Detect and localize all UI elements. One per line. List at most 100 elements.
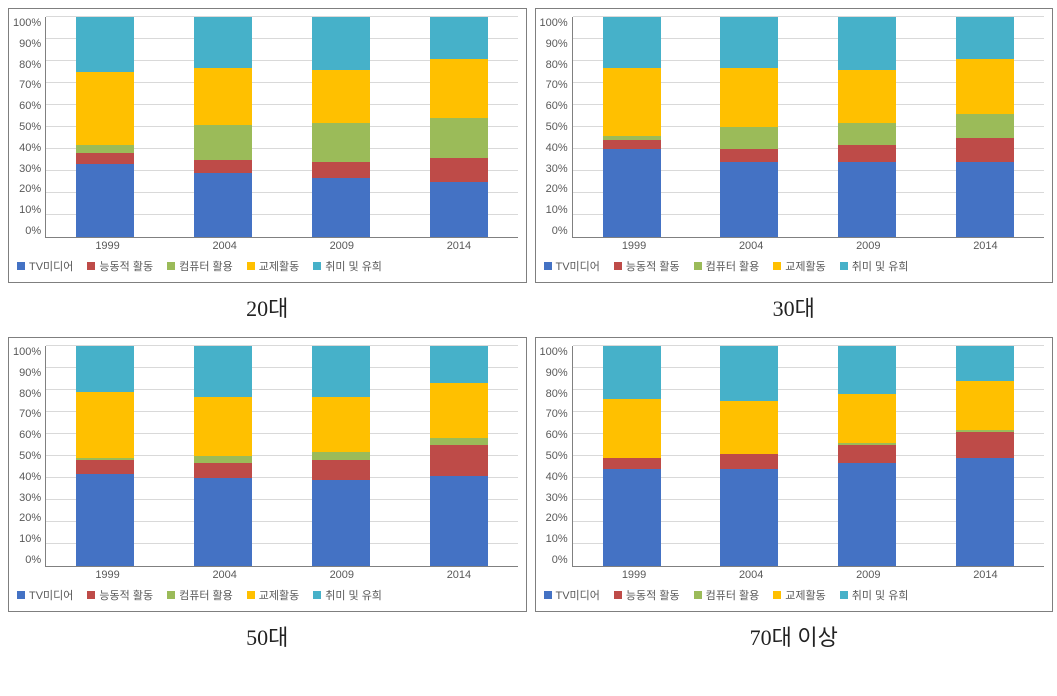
stacked-bar	[76, 17, 134, 237]
legend-item: 컴퓨터 활용	[167, 258, 233, 274]
x-tick-label: 2004	[166, 240, 283, 252]
bar-segment-computer	[312, 123, 370, 163]
legend-swatch	[614, 591, 622, 599]
x-tick-label: 2009	[283, 240, 400, 252]
y-tick-label: 10%	[546, 533, 568, 545]
legend-item: 컴퓨터 활용	[167, 587, 233, 603]
plot-area	[572, 346, 1044, 567]
legend-label: 능동적 활동	[626, 587, 680, 603]
legend-item: 취미 및 유희	[313, 587, 382, 603]
bar-segment-active	[312, 460, 370, 480]
y-tick-label: 0%	[25, 554, 41, 566]
plot-area	[572, 17, 1044, 238]
chart-title: 30대	[773, 291, 815, 323]
y-tick-label: 70%	[546, 79, 568, 91]
legend-label: 컴퓨터 활용	[179, 258, 233, 274]
bar-segment-computer	[194, 456, 252, 463]
legend-swatch	[167, 591, 175, 599]
bar-segment-social	[312, 397, 370, 452]
bar-segment-active	[838, 145, 896, 163]
y-tick-label: 50%	[19, 121, 41, 133]
bar-segment-tv	[603, 469, 661, 566]
bar-segment-computer	[956, 114, 1014, 138]
chart-panel: 100%90%80%70%60%50%40%30%20%10%0%1999200…	[535, 8, 1054, 329]
bar-segment-social	[194, 68, 252, 125]
y-tick-label: 60%	[19, 429, 41, 441]
x-tick-label: 1999	[576, 240, 693, 252]
x-axis: 1999200420092014	[9, 240, 526, 252]
chart-panel: 100%90%80%70%60%50%40%30%20%10%0%1999200…	[8, 337, 527, 658]
bar-segment-computer	[838, 123, 896, 145]
legend-label: 취미 및 유희	[852, 258, 909, 274]
legend-label: TV미디어	[29, 258, 73, 274]
legend-swatch	[614, 262, 622, 270]
y-tick-label: 0%	[25, 225, 41, 237]
y-axis: 100%90%80%70%60%50%40%30%20%10%0%	[13, 346, 45, 566]
bar-segment-social	[312, 70, 370, 123]
y-tick-label: 80%	[546, 388, 568, 400]
legend-item: 교제활동	[247, 587, 299, 603]
bar-segment-hobby	[312, 17, 370, 70]
y-tick-label: 100%	[13, 346, 41, 358]
y-tick-label: 100%	[13, 17, 41, 29]
legend-item: 능동적 활동	[614, 258, 680, 274]
y-tick-label: 10%	[19, 533, 41, 545]
legend-swatch	[167, 262, 175, 270]
bar-segment-tv	[312, 480, 370, 566]
x-axis: 1999200420092014	[9, 569, 526, 581]
legend-label: TV미디어	[29, 587, 73, 603]
chart-title: 20대	[246, 291, 288, 323]
plot-area	[45, 17, 517, 238]
bar-segment-hobby	[76, 17, 134, 72]
x-tick-label: 2014	[927, 569, 1044, 581]
x-tick-label: 2004	[693, 240, 810, 252]
y-tick-label: 20%	[546, 183, 568, 195]
y-tick-label: 80%	[546, 59, 568, 71]
bar-segment-social	[720, 68, 778, 127]
x-tick-label: 2014	[927, 240, 1044, 252]
legend-swatch	[17, 591, 25, 599]
y-tick-label: 70%	[19, 408, 41, 420]
legend: TV미디어능동적 활동컴퓨터 활용교제활동취미 및 유희	[9, 252, 526, 282]
legend-item: 교제활동	[247, 258, 299, 274]
bar-segment-active	[194, 160, 252, 173]
bar-segment-tv	[838, 162, 896, 237]
bar-segment-social	[956, 59, 1014, 114]
x-axis: 1999200420092014	[536, 240, 1053, 252]
legend-swatch	[840, 591, 848, 599]
bar-segment-tv	[76, 164, 134, 237]
legend-label: 능동적 활동	[626, 258, 680, 274]
bar-segment-hobby	[430, 17, 488, 59]
chart-box: 100%90%80%70%60%50%40%30%20%10%0%1999200…	[8, 337, 527, 612]
bar-segment-hobby	[76, 346, 134, 392]
bar-segment-tv	[76, 474, 134, 566]
bar-segment-hobby	[838, 346, 896, 394]
x-axis: 1999200420092014	[536, 569, 1053, 581]
y-tick-label: 60%	[19, 100, 41, 112]
bar-segment-tv	[603, 149, 661, 237]
legend-item: TV미디어	[17, 258, 73, 274]
x-tick-label: 1999	[576, 569, 693, 581]
y-tick-label: 20%	[546, 512, 568, 524]
legend-swatch	[247, 591, 255, 599]
y-tick-label: 20%	[19, 183, 41, 195]
stacked-bar	[430, 17, 488, 237]
bar-segment-tv	[430, 182, 488, 237]
legend-item: 교제활동	[773, 587, 825, 603]
stacked-bar	[194, 346, 252, 566]
y-tick-label: 100%	[540, 346, 568, 358]
chart-box: 100%90%80%70%60%50%40%30%20%10%0%1999200…	[8, 8, 527, 283]
chart-box: 100%90%80%70%60%50%40%30%20%10%0%1999200…	[535, 8, 1054, 283]
bar-segment-active	[956, 138, 1014, 162]
y-tick-label: 40%	[19, 471, 41, 483]
y-tick-label: 40%	[19, 142, 41, 154]
x-tick-label: 2009	[810, 569, 927, 581]
y-tick-label: 90%	[19, 367, 41, 379]
y-tick-label: 80%	[19, 59, 41, 71]
bar-segment-social	[838, 70, 896, 123]
bar-segment-social	[76, 72, 134, 145]
legend-item: 취미 및 유희	[313, 258, 382, 274]
bar-segment-hobby	[838, 17, 896, 70]
bar-segment-active	[956, 432, 1014, 458]
y-tick-label: 70%	[19, 79, 41, 91]
